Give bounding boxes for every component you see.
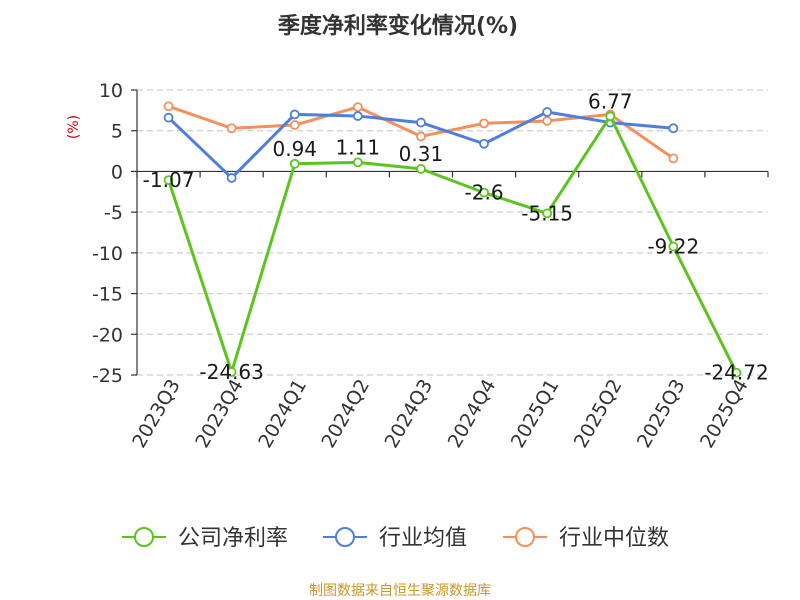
y-tick-label: -25 xyxy=(92,365,123,387)
data-label: 0.94 xyxy=(272,137,317,161)
x-tick-label: 2025Q2 xyxy=(570,376,627,452)
y-tick-label: 10 xyxy=(99,80,123,102)
y-tick-label: -15 xyxy=(92,284,123,306)
data-point xyxy=(668,123,679,134)
data-label: -2.6 xyxy=(465,181,504,205)
legend-marker-circle xyxy=(335,527,355,547)
data-point xyxy=(416,164,426,174)
data-label: -24.72 xyxy=(704,361,768,385)
y-tick-label: -10 xyxy=(92,243,123,265)
y-tick-label: 0 xyxy=(111,161,123,183)
x-tick-label: 2024Q4 xyxy=(444,376,501,452)
x-tick-label: 2024Q2 xyxy=(317,376,374,452)
source-note: 制图数据来自恒生聚源数据库 xyxy=(309,583,491,599)
data-point xyxy=(163,101,174,112)
x-tick-label: 2025Q3 xyxy=(633,376,690,452)
legend-item-label: 行业均值 xyxy=(379,526,467,551)
x-tick-label: 2025Q1 xyxy=(507,376,564,452)
y-axis-unit-label: (%) xyxy=(66,115,82,139)
data-label: 6.77 xyxy=(588,89,633,113)
data-point xyxy=(163,175,174,186)
chart-title: 季度净利率变化情况(%) xyxy=(278,13,518,39)
data-point xyxy=(542,208,553,219)
data-point xyxy=(416,117,426,128)
legend-item-label: 行业中位数 xyxy=(559,526,669,551)
y-tick-label: 5 xyxy=(111,121,123,143)
data-point xyxy=(542,116,553,126)
x-tick-label: 2025Q4 xyxy=(696,376,753,452)
data-point xyxy=(668,241,679,252)
data-point xyxy=(352,102,363,112)
data-point xyxy=(605,111,616,122)
data-point xyxy=(479,138,489,149)
legend-marker-circle xyxy=(515,527,535,547)
x-tick-label: 2024Q1 xyxy=(254,376,311,452)
x-tick-label: 2024Q3 xyxy=(381,376,438,452)
data-label: -1.07 xyxy=(143,168,195,192)
data-point xyxy=(352,157,363,168)
data-point xyxy=(226,173,237,183)
y-tick-label: -20 xyxy=(92,324,123,346)
data-point xyxy=(163,112,174,123)
data-point xyxy=(479,187,489,198)
data-point xyxy=(542,107,553,117)
data-label: -5.15 xyxy=(521,201,573,225)
data-label: -24.63 xyxy=(199,360,263,384)
data-label: 1.11 xyxy=(336,135,381,159)
data-point xyxy=(289,158,300,169)
data-point xyxy=(226,123,237,134)
x-tick-label: 2023Q3 xyxy=(128,376,185,452)
data-point xyxy=(289,109,300,120)
data-label: -9.22 xyxy=(647,235,699,259)
data-point xyxy=(731,367,742,378)
y-tick-label: -5 xyxy=(104,202,123,224)
data-point xyxy=(352,111,363,121)
data-point xyxy=(289,120,300,130)
data-point xyxy=(226,367,237,377)
data-point xyxy=(479,118,489,129)
data-label: 0.31 xyxy=(399,142,444,166)
x-tick-label: 2023Q4 xyxy=(191,376,248,452)
legend-item-label: 公司净利率 xyxy=(178,526,288,551)
data-point xyxy=(416,131,426,142)
data-point xyxy=(668,153,679,164)
series-line xyxy=(167,114,738,374)
legend-marker-circle xyxy=(134,527,154,547)
